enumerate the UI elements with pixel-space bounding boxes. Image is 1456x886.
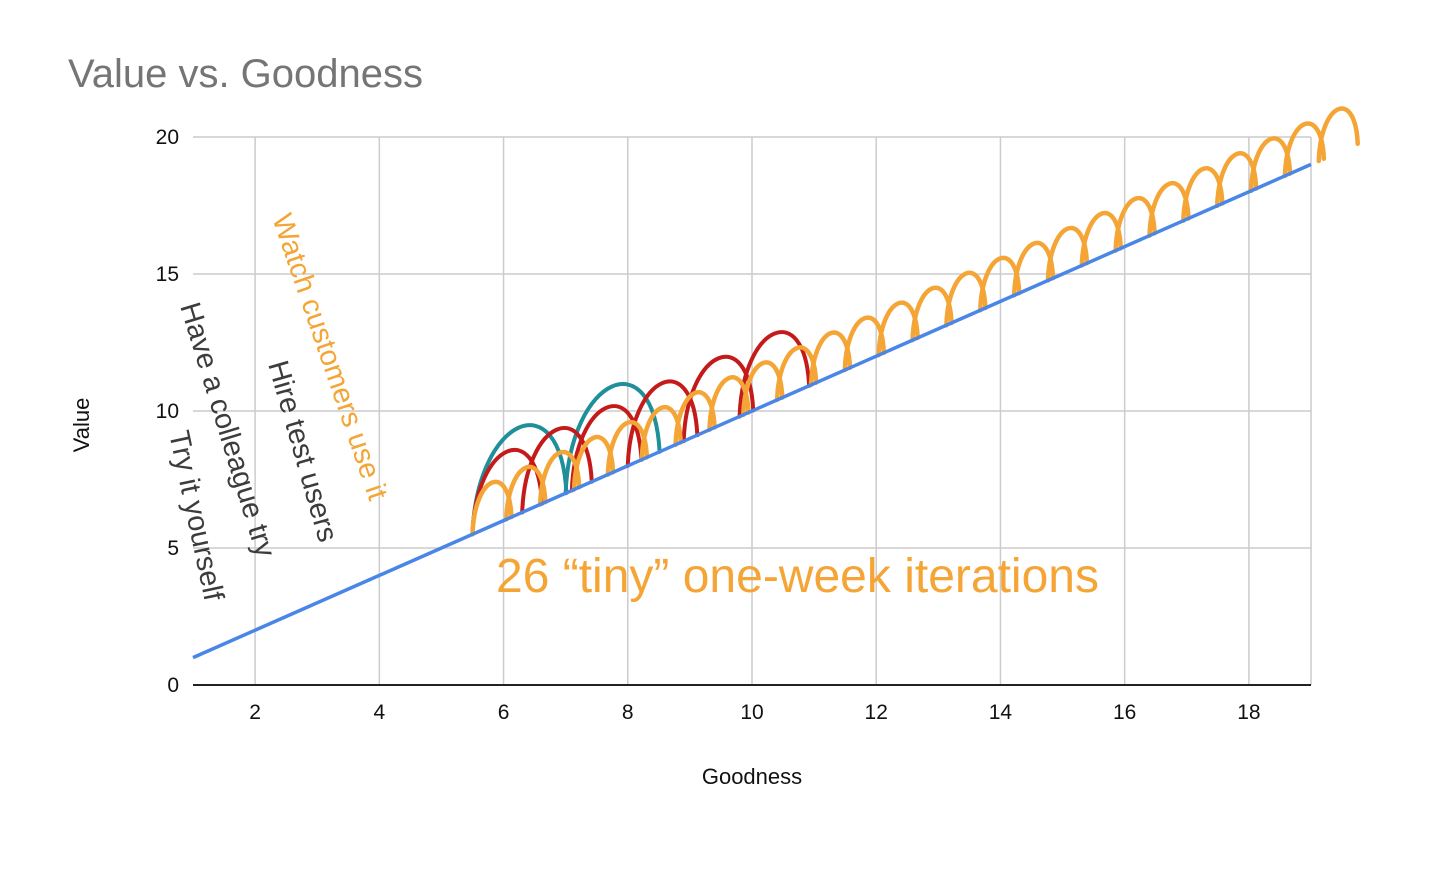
y-tick-label: 10	[156, 400, 179, 423]
y-tick-label: 15	[156, 263, 179, 286]
y-axis-label: Value	[69, 398, 94, 453]
annotation-iterations: 26 “tiny” one-week iterations	[496, 550, 1099, 603]
x-tick-label: 12	[865, 701, 888, 724]
value-line	[192, 162, 1312, 660]
iteration-loop	[625, 379, 700, 468]
y-tick-label: 20	[156, 126, 179, 149]
x-tick-label: 14	[989, 701, 1013, 724]
x-tick-label: 18	[1237, 701, 1260, 724]
x-tick-label: 4	[373, 701, 385, 724]
iteration-loops	[470, 106, 1360, 537]
y-tick-label: 5	[167, 537, 179, 560]
x-tick-label: 10	[740, 701, 763, 724]
x-axis-label: Goodness	[702, 764, 802, 789]
iteration-loop	[1316, 106, 1360, 164]
x-tick-label: 2	[249, 701, 261, 724]
grid	[193, 136, 1312, 685]
iteration-loop	[470, 423, 569, 537]
series-lines	[192, 162, 1312, 660]
x-tick-label: 6	[498, 701, 510, 724]
x-tick-label: 16	[1113, 701, 1136, 724]
iteration-loop	[520, 426, 594, 515]
annotation-watch-customers: Watch customers use it	[265, 210, 393, 504]
y-tick-labels: 0 5 10 15 20	[156, 126, 179, 697]
y-tick-label: 0	[167, 674, 179, 697]
x-tick-labels: 2 4 6 8 10 12 14 16 18	[249, 701, 1260, 724]
chart-title: Value vs. Goodness	[68, 52, 423, 96]
x-tick-label: 8	[622, 701, 634, 724]
